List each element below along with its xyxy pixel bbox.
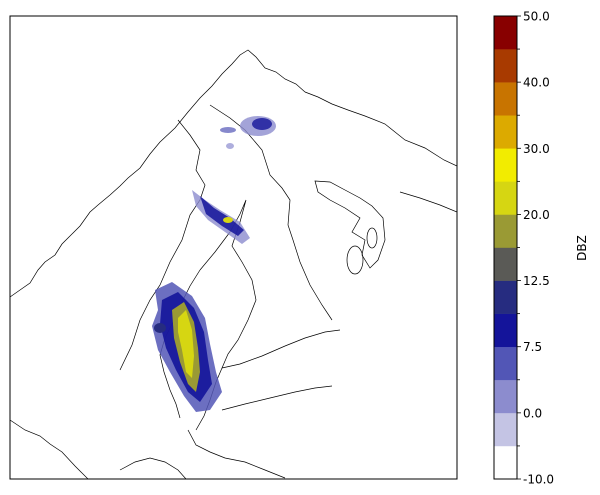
colorbar-tick-label: 30.0 [523, 142, 550, 156]
map-frame [9, 15, 458, 480]
colorbar-band [494, 379, 517, 414]
colorbar-band [494, 115, 517, 149]
colorbar-tick-label: -10.0 [523, 473, 554, 487]
radar-echoes [152, 116, 276, 412]
finland-south-coast [221, 329, 341, 369]
colorbar-band [494, 280, 517, 314]
colorbar-tick-label: 40.0 [523, 76, 550, 90]
colorbar-band [494, 445, 517, 480]
se-no-border [119, 119, 206, 371]
colorbar-band [494, 16, 517, 50]
colorbar-band [494, 247, 517, 281]
colorbar-band [494, 214, 517, 248]
lake-onega [366, 227, 378, 249]
kanin-coast [399, 191, 457, 213]
estonia-coast [221, 385, 333, 411]
colorbar-band [494, 82, 517, 116]
echo-north [220, 116, 276, 149]
colorbar-band [494, 346, 517, 381]
kola-coast [304, 91, 457, 167]
echo-south-main [152, 282, 222, 412]
colorbar-band [494, 148, 517, 182]
colorbar-label: DBZ [575, 235, 589, 261]
colorbar-band [494, 313, 517, 348]
colorbar-tick-label: 0.0 [523, 406, 542, 420]
colorbar-band [494, 49, 517, 83]
baltic-south-coast [187, 429, 286, 479]
white-sea-coast [314, 180, 386, 269]
denmark-coast [119, 457, 187, 479]
echo-central [192, 190, 250, 244]
colorbar: -10.0 0.0 7.5 12.5 20.0 30.0 40.0 50.0 [493, 10, 554, 487]
skagerrak-coast [10, 419, 89, 479]
colorbar-band [494, 181, 517, 215]
map-panel [9, 15, 458, 480]
colorbar-tick-label: 7.5 [523, 340, 542, 354]
colorbar-tick-label: 20.0 [523, 208, 550, 222]
colorbar-band [494, 412, 517, 447]
colorbar-tick-label: 12.5 [523, 274, 550, 288]
colorbar-tick-label: 50.0 [523, 10, 550, 24]
norway-coast [10, 49, 306, 298]
lake-ladoga [346, 245, 364, 275]
